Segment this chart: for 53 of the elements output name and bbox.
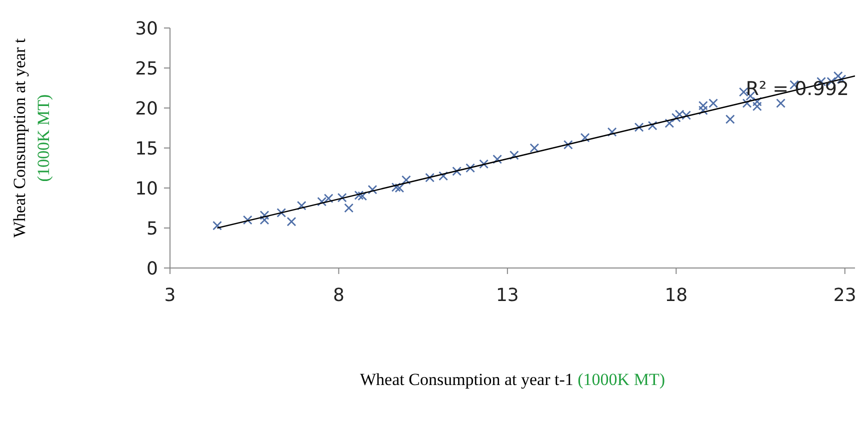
x-axis-title: Wheat Consumption at year t-1 (1000K MT) <box>360 370 665 389</box>
y-tick-label: 25 <box>135 58 158 80</box>
y-axis-title: Wheat Consumption at year t (1000K MT) <box>9 37 54 240</box>
point <box>833 71 843 81</box>
x-tick-label: 23 <box>833 284 856 306</box>
x-tick-label: 18 <box>664 284 688 306</box>
point <box>742 98 752 108</box>
x-tick-label: 3 <box>164 284 176 306</box>
point <box>682 110 691 120</box>
annotation: R² = 0.992 <box>746 78 849 100</box>
point <box>394 183 404 193</box>
point <box>425 172 435 182</box>
point <box>664 118 674 128</box>
point <box>708 98 718 108</box>
y-tick-label: 5 <box>146 218 158 240</box>
y-tick-label: 30 <box>135 18 158 40</box>
y-tick-label: 10 <box>135 178 158 200</box>
point <box>212 220 222 230</box>
point <box>634 122 644 132</box>
y-tick-label: 0 <box>146 258 158 280</box>
point <box>286 216 296 226</box>
point <box>368 184 378 194</box>
point <box>563 140 573 150</box>
point <box>530 143 540 153</box>
point <box>354 190 364 200</box>
point <box>324 194 334 204</box>
x-tick-label: 8 <box>332 284 344 306</box>
point <box>671 112 681 122</box>
point <box>438 171 448 181</box>
point <box>337 192 347 202</box>
point <box>738 87 748 97</box>
point <box>607 127 617 137</box>
point <box>452 166 462 176</box>
point <box>466 163 476 173</box>
point <box>725 114 735 124</box>
point <box>358 191 368 201</box>
point <box>509 150 519 160</box>
point <box>402 175 411 185</box>
point <box>344 203 354 213</box>
point <box>391 182 401 192</box>
point <box>674 110 684 120</box>
y-tick-label: 15 <box>135 138 158 160</box>
y-tick-label: 20 <box>135 98 158 120</box>
point <box>242 215 252 225</box>
point <box>317 196 327 206</box>
point <box>492 154 502 164</box>
point <box>776 98 786 108</box>
point <box>580 132 590 142</box>
point <box>296 200 306 210</box>
point <box>276 208 286 218</box>
point <box>648 120 658 130</box>
x-tick-label: 13 <box>496 284 519 306</box>
point <box>479 159 489 169</box>
